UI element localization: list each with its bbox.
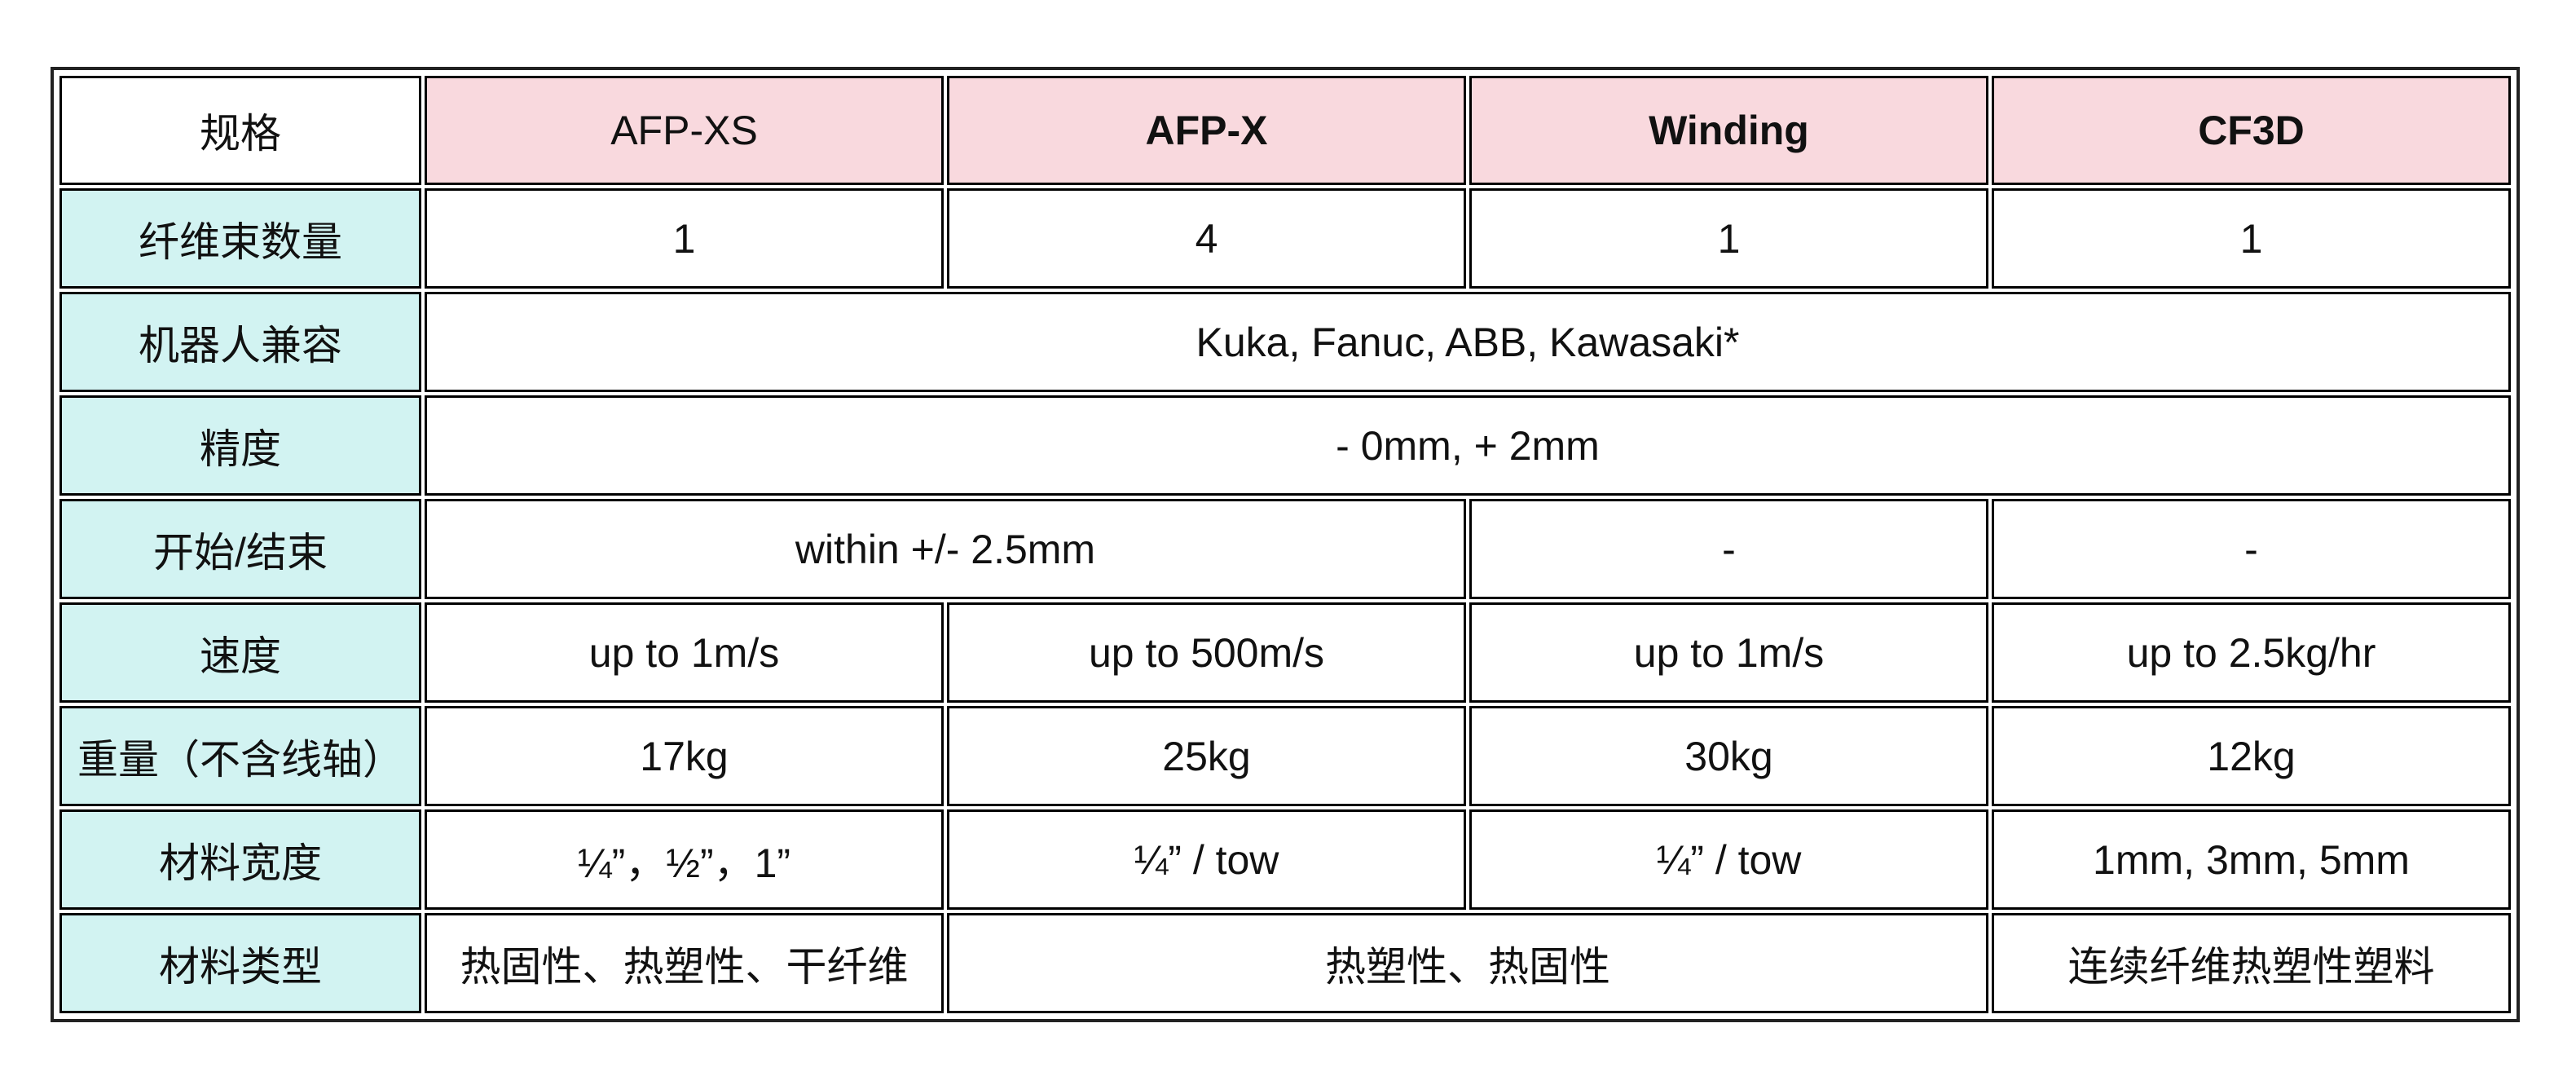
table-cell: 1 (1992, 188, 2511, 289)
column-header-afp-x: AFP-X (947, 76, 1466, 185)
table-cell: - 0mm, + 2mm (425, 395, 2511, 496)
table-cell: up to 500m/s (947, 602, 1466, 703)
spec-table-frame: 规格 AFP-XS AFP-X Winding CF3D 纤维束数量 1 4 1… (51, 67, 2520, 1022)
column-header-cf3d: CF3D (1992, 76, 2511, 185)
table-row: 速度 up to 1m/s up to 500m/s up to 1m/s up… (59, 602, 2511, 703)
table-cell: up to 1m/s (425, 602, 944, 703)
table-cell: 25kg (947, 706, 1466, 806)
row-label: 纤维束数量 (59, 188, 421, 289)
table-row: 纤维束数量 1 4 1 1 (59, 188, 2511, 289)
row-label: 材料宽度 (59, 809, 421, 910)
table-cell: 热塑性、热固性 (947, 913, 1988, 1013)
table-cell: within +/- 2.5mm (425, 499, 1466, 599)
column-header-winding: Winding (1469, 76, 1988, 185)
table-cell: up to 1m/s (1469, 602, 1988, 703)
header-row: 规格 AFP-XS AFP-X Winding CF3D (59, 76, 2511, 185)
table-cell: 热固性、热塑性、干纤维 (425, 913, 944, 1013)
table-cell: up to 2.5kg/hr (1992, 602, 2511, 703)
table-row: 开始/结束 within +/- 2.5mm - - (59, 499, 2511, 599)
table-cell: 12kg (1992, 706, 2511, 806)
table-cell: 1 (1469, 188, 1988, 289)
table-cell: - (1469, 499, 1988, 599)
column-header-afp-xs: AFP-XS (425, 76, 944, 185)
table-cell: - (1992, 499, 2511, 599)
table-cell: ¼”，½”，1” (425, 809, 944, 910)
row-label: 材料类型 (59, 913, 421, 1013)
table-cell: 17kg (425, 706, 944, 806)
row-label: 速度 (59, 602, 421, 703)
table-cell: 连续纤维热塑性塑料 (1992, 913, 2511, 1013)
table-cell: 4 (947, 188, 1466, 289)
row-label: 重量（不含线轴） (59, 706, 421, 806)
table-cell: Kuka, Fanuc, ABB, Kawasaki* (425, 292, 2511, 392)
row-label: 精度 (59, 395, 421, 496)
table-cell: 1 (425, 188, 944, 289)
table-cell: ¼” / tow (947, 809, 1466, 910)
table-cell: 1mm, 3mm, 5mm (1992, 809, 2511, 910)
corner-header: 规格 (59, 76, 421, 185)
table-cell: ¼” / tow (1469, 809, 1988, 910)
table-row: 重量（不含线轴） 17kg 25kg 30kg 12kg (59, 706, 2511, 806)
row-label: 机器人兼容 (59, 292, 421, 392)
table-cell: 30kg (1469, 706, 1988, 806)
table-row: 精度 - 0mm, + 2mm (59, 395, 2511, 496)
table-row: 材料宽度 ¼”，½”，1” ¼” / tow ¼” / tow 1mm, 3mm… (59, 809, 2511, 910)
spec-comparison-table: 规格 AFP-XS AFP-X Winding CF3D 纤维束数量 1 4 1… (56, 73, 2514, 1017)
table-row: 材料类型 热固性、热塑性、干纤维 热塑性、热固性 连续纤维热塑性塑料 (59, 913, 2511, 1013)
row-label: 开始/结束 (59, 499, 421, 599)
table-row: 机器人兼容 Kuka, Fanuc, ABB, Kawasaki* (59, 292, 2511, 392)
